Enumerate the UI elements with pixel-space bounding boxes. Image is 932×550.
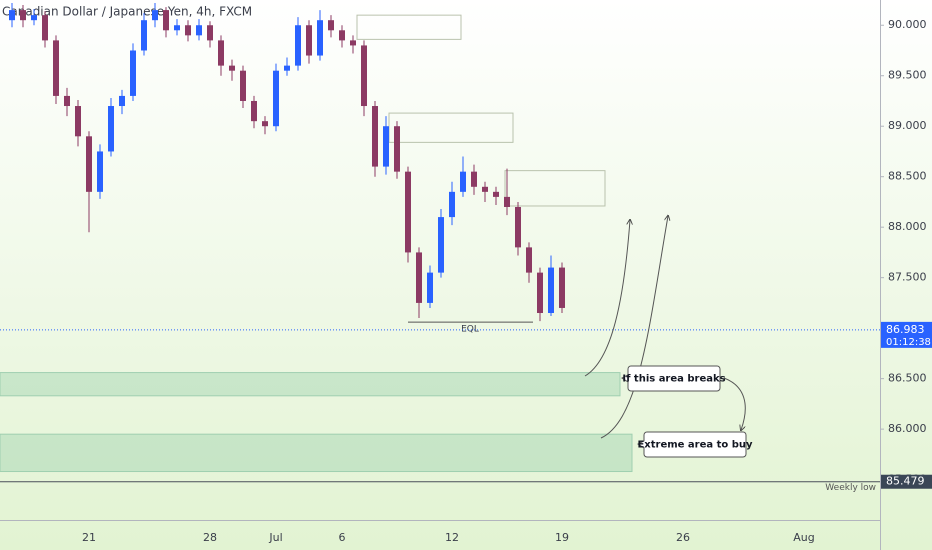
callout-box (621, 365, 721, 392)
candle-body (339, 30, 345, 41)
candle-body (350, 40, 356, 46)
candle-body (295, 25, 301, 66)
demand-zone (0, 372, 621, 397)
eql-label: EQL (461, 325, 479, 335)
x-tick-label: 6 (339, 531, 346, 544)
candle-body (317, 20, 323, 56)
candle-body (196, 25, 202, 36)
x-tick-label: Jul (268, 531, 282, 544)
supply-zone (504, 170, 606, 207)
candle-body (97, 151, 103, 192)
arrow (600, 216, 668, 439)
candle-body (438, 217, 444, 273)
candle-body (262, 121, 268, 127)
candles (9, 3, 565, 322)
candle-body (251, 100, 257, 122)
candle-body (240, 70, 246, 101)
candle-body (53, 40, 59, 96)
x-tick-label: 19 (555, 531, 569, 544)
candle-body (361, 45, 367, 107)
candle-body (482, 186, 488, 192)
candle-body (75, 106, 81, 137)
candle-body (449, 191, 455, 218)
x-tick-label: 28 (203, 531, 217, 544)
x-tick-label: 26 (676, 531, 690, 544)
arrow (584, 220, 630, 377)
candle-body (493, 191, 499, 197)
candle-body (174, 25, 180, 31)
candle-body (537, 272, 543, 314)
candle-body (460, 171, 466, 192)
candle-body (515, 206, 521, 248)
supply-zone (356, 14, 462, 40)
y-tick-label: 88.500 (888, 170, 927, 183)
candle-body (405, 171, 411, 253)
candle-body (394, 126, 400, 172)
candle-body (9, 10, 15, 21)
x-tick-label: 12 (445, 531, 459, 544)
x-tick-label: Aug (793, 531, 814, 544)
candle-body (86, 136, 92, 192)
demand-zone (0, 433, 633, 473)
candle-body (20, 10, 26, 21)
candle-body (108, 106, 114, 152)
candle-body (42, 15, 48, 41)
x-tick-label: 21 (82, 531, 96, 544)
candle-body (152, 10, 158, 21)
y-tick-label: 89.000 (888, 119, 927, 132)
candle-body (306, 25, 312, 56)
weekly-low-price: 85.479 (886, 475, 925, 488)
last-price-label: 86.983 (886, 323, 925, 336)
candle-body (471, 171, 477, 187)
y-tick-label: 88.000 (888, 220, 927, 233)
chart-title: Canadian Dollar / Japanese Yen, 4h, FXCM (2, 5, 252, 19)
y-tick-label: 86.500 (888, 372, 927, 385)
candle-body (526, 247, 532, 273)
candle-body (64, 95, 70, 107)
candle-body (372, 106, 378, 167)
y-tick-label: 89.500 (888, 69, 927, 82)
arrow (723, 377, 746, 430)
annotations: If this area breaks Extreme area to buy (584, 216, 753, 458)
candle-body (504, 196, 510, 207)
y-tick-label: 87.500 (888, 271, 927, 284)
callout-text: Extreme area to buy (637, 440, 753, 451)
candle-body (427, 272, 433, 303)
candle-body (218, 40, 224, 66)
callout-box (637, 431, 747, 458)
candle-body (559, 267, 565, 308)
y-tick-label: 86.000 (888, 422, 927, 435)
candle-body (141, 20, 147, 51)
zones: EQL Weekly low (0, 14, 880, 493)
candle-body (163, 10, 169, 31)
countdown-label: 01:12:38 (886, 337, 931, 348)
candle-body (207, 25, 213, 41)
callout-text: If this area breaks (622, 374, 725, 385)
axes: 85.50086.00086.50087.00087.50088.00088.5… (82, 18, 932, 544)
candle-body (328, 20, 334, 31)
candle-body (185, 25, 191, 36)
candle-body (383, 126, 389, 167)
weekly-low-tag (881, 474, 932, 489)
candle-body (119, 95, 125, 107)
candle-body (548, 267, 554, 314)
candle-body (273, 70, 279, 127)
candle-body (31, 15, 37, 21)
candle-body (229, 65, 235, 71)
candle-body (416, 252, 422, 303)
y-tick-label: 90.000 (888, 18, 927, 31)
last-price-tag (881, 321, 932, 348)
candle-body (284, 65, 290, 71)
weekly-low-label: Weekly low (825, 483, 876, 493)
candle-body (130, 50, 136, 96)
